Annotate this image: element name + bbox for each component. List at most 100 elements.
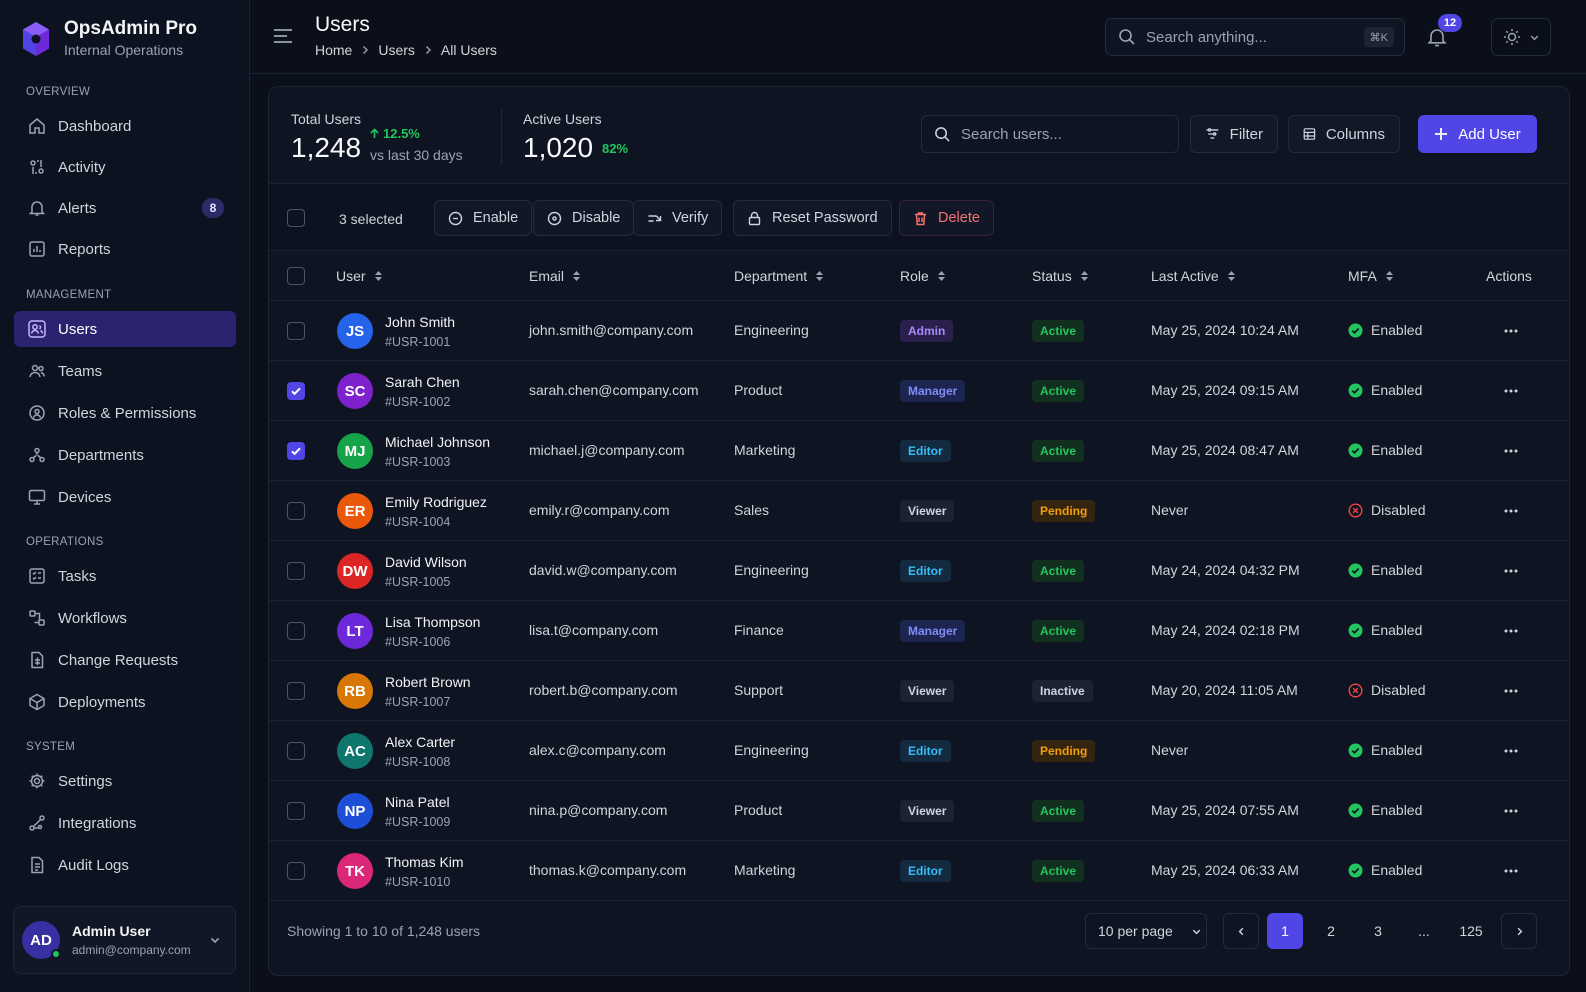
enable-button[interactable]: Enable xyxy=(434,200,533,236)
row-checkbox[interactable] xyxy=(287,382,305,400)
sidebar-item-departments[interactable]: Departments xyxy=(14,437,236,473)
user-name[interactable]: Michael Johnson xyxy=(385,434,491,450)
sidebar-item-reports[interactable]: Reports xyxy=(14,231,236,267)
page-button-1[interactable]: 1 xyxy=(1267,913,1303,949)
row-checkbox[interactable] xyxy=(287,862,305,880)
column-header-department[interactable]: Department xyxy=(734,268,824,284)
more-actions-icon[interactable] xyxy=(1503,743,1519,759)
page-button-125[interactable]: 125 xyxy=(1459,923,1483,939)
add-user-button[interactable]: Add User xyxy=(1418,115,1537,153)
table-row[interactable]: MJ Michael Johnson #USR-1003 michael.j@comp… xyxy=(269,421,1569,481)
user-name[interactable]: Nina Patel xyxy=(385,794,450,810)
breadcrumb-home[interactable]: Home xyxy=(315,42,353,58)
user-name[interactable]: Lisa Thompson xyxy=(385,614,481,630)
sidebar-item-teams[interactable]: Teams xyxy=(14,353,236,389)
more-actions-icon[interactable] xyxy=(1503,863,1519,879)
sidebar-item-integrations[interactable]: Integrations xyxy=(14,805,236,841)
column-header-user[interactable]: User xyxy=(336,268,383,284)
table-row[interactable]: RB Robert Brown #USR-1007 robert.b@company.… xyxy=(269,661,1569,721)
table-row[interactable]: JS John Smith #USR-1001 john.smith@company.… xyxy=(269,301,1569,361)
reset-password-button[interactable]: Reset Password xyxy=(733,200,892,236)
mfa-label: Enabled xyxy=(1371,442,1423,458)
user-name[interactable]: Emily Rodriguez xyxy=(385,494,487,510)
avatar: ER xyxy=(337,493,373,529)
sun-icon xyxy=(1503,29,1520,45)
arrow-up-icon xyxy=(370,128,379,138)
sidebar-item-tasks[interactable]: Tasks xyxy=(14,558,236,594)
theme-toggle[interactable] xyxy=(1491,18,1551,56)
user-name[interactable]: Thomas Kim xyxy=(385,854,464,870)
sidebar-item-settings[interactable]: Settings xyxy=(14,763,236,799)
sidebar-item-change-requests[interactable]: Change Requests xyxy=(14,642,236,678)
table-row[interactable]: TK Thomas Kim #USR-1010 thomas.k@company.co… xyxy=(269,841,1569,901)
user-name[interactable]: David Wilson xyxy=(385,554,467,570)
row-checkbox[interactable] xyxy=(287,442,305,460)
sidebar-item-deployments[interactable]: Deployments xyxy=(14,684,236,720)
user-name[interactable]: Alex Carter xyxy=(385,734,456,750)
row-checkbox[interactable] xyxy=(287,502,305,520)
table-row[interactable]: AC Alex Carter #USR-1008 alex.c@company.com… xyxy=(269,721,1569,781)
user-search-input[interactable] xyxy=(961,125,1161,143)
more-actions-icon[interactable] xyxy=(1503,803,1519,819)
per-page-select[interactable]: 10 per page xyxy=(1085,913,1207,949)
row-checkbox[interactable] xyxy=(287,322,305,340)
more-actions-icon[interactable] xyxy=(1503,323,1519,339)
sidebar-item-activity[interactable]: Activity xyxy=(14,149,236,185)
user-name[interactable]: Sarah Chen xyxy=(385,374,460,390)
more-actions-icon[interactable] xyxy=(1503,623,1519,639)
select-all-checkbox[interactable] xyxy=(287,267,305,285)
delete-button[interactable]: Delete xyxy=(899,200,994,236)
sidebar-item-roles-permissions[interactable]: Roles & Permissions xyxy=(14,395,236,431)
page-button-3[interactable]: 3 xyxy=(1374,923,1382,939)
verify-button[interactable]: Verify xyxy=(633,200,723,236)
user-email: robert.b@company.com xyxy=(529,682,678,698)
row-checkbox[interactable] xyxy=(287,682,305,700)
global-search-input[interactable] xyxy=(1146,28,1356,46)
column-header-email[interactable]: Email xyxy=(529,268,581,284)
more-actions-icon[interactable] xyxy=(1503,503,1519,519)
more-actions-icon[interactable] xyxy=(1503,443,1519,459)
table-row[interactable]: NP Nina Patel #USR-1009 nina.p@company.com P… xyxy=(269,781,1569,841)
table-row[interactable]: DW David Wilson #USR-1005 david.w@company.c… xyxy=(269,541,1569,601)
row-checkbox[interactable] xyxy=(287,622,305,640)
chevron-down-icon xyxy=(1192,929,1200,934)
table-row[interactable]: ER Emily Rodriguez #USR-1004 emily.r@compan… xyxy=(269,481,1569,541)
column-header-status[interactable]: Status xyxy=(1032,268,1089,284)
filter-button[interactable]: Filter xyxy=(1190,115,1278,153)
columns-button[interactable]: Columns xyxy=(1288,115,1400,153)
sidebar-item-users[interactable]: Users xyxy=(14,311,236,347)
sidebar-item-dashboard[interactable]: Dashboard xyxy=(14,108,236,144)
breadcrumb-users[interactable]: Users xyxy=(378,42,415,58)
next-page-button[interactable] xyxy=(1501,913,1537,949)
home-icon xyxy=(29,118,45,134)
user-name[interactable]: Robert Brown xyxy=(385,674,471,690)
row-checkbox[interactable] xyxy=(287,742,305,760)
notification-bell-icon[interactable] xyxy=(1426,26,1448,48)
more-actions-icon[interactable] xyxy=(1503,683,1519,699)
prev-page-button[interactable] xyxy=(1223,913,1259,949)
column-header-mfa[interactable]: MFA xyxy=(1348,268,1394,284)
bulk-select-checkbox[interactable] xyxy=(287,209,305,227)
user-name[interactable]: John Smith xyxy=(385,314,456,330)
page-button-2[interactable]: 2 xyxy=(1327,923,1335,939)
avatar: RB xyxy=(337,673,373,709)
column-header-role[interactable]: Role xyxy=(900,268,946,284)
sidebar-item-devices[interactable]: Devices xyxy=(14,479,236,515)
row-checkbox[interactable] xyxy=(287,562,305,580)
brand[interactable]: OpsAdmin Pro Internal Operations xyxy=(20,18,197,60)
sidebar-item-audit-logs[interactable]: Audit Logs xyxy=(14,847,236,883)
menu-icon[interactable] xyxy=(272,26,294,46)
more-actions-icon[interactable] xyxy=(1503,383,1519,399)
disable-button[interactable]: Disable xyxy=(533,200,635,236)
status-badge: Active xyxy=(1032,440,1085,462)
global-search[interactable]: ⌘K xyxy=(1105,18,1405,56)
more-actions-icon[interactable] xyxy=(1503,563,1519,579)
user-search[interactable] xyxy=(921,115,1179,153)
sidebar-item-workflows[interactable]: Workflows xyxy=(14,600,236,636)
table-row[interactable]: LT Lisa Thompson #USR-1006 lisa.t@company.c… xyxy=(269,601,1569,661)
current-user-menu[interactable]: AD Admin User admin@company.com xyxy=(13,906,236,974)
sidebar-item-alerts[interactable]: Alerts 8 xyxy=(14,190,236,226)
column-header-last-active[interactable]: Last Active xyxy=(1151,268,1236,284)
table-row[interactable]: SC Sarah Chen #USR-1002 sarah.chen@company.… xyxy=(269,361,1569,421)
row-checkbox[interactable] xyxy=(287,802,305,820)
